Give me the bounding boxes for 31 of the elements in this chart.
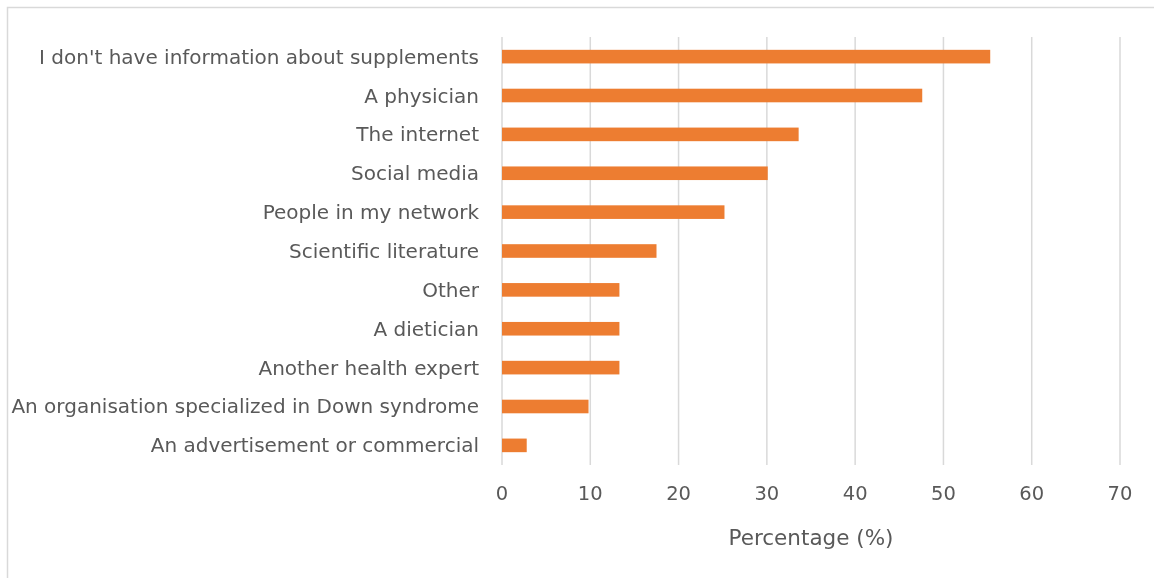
y-tick-label: An organisation specialized in Down syndrome: [11, 394, 479, 419]
x-tick-label: 30: [754, 481, 780, 505]
bar: [502, 205, 725, 219]
bar: [502, 360, 620, 375]
x-axis-title: Percentage (%): [728, 524, 894, 550]
bar: [502, 438, 527, 453]
y-tick-label: Social media: [351, 161, 479, 186]
x-tick-label: 0: [495, 481, 509, 505]
x-tick-label: 40: [842, 481, 868, 505]
y-tick-label: People in my network: [262, 200, 480, 225]
bar: [502, 321, 620, 336]
bar: [502, 49, 991, 64]
x-tick-label: 60: [1019, 481, 1045, 505]
y-tick-label: Other: [422, 277, 480, 302]
bar: [502, 399, 589, 414]
y-tick-label: The internet: [355, 122, 480, 147]
bar: [502, 244, 657, 258]
x-tick-label: 20: [666, 481, 691, 505]
bar: [502, 88, 923, 103]
x-tick-label: 10: [577, 481, 603, 505]
y-tick-label: An advertisement or commercial: [150, 433, 479, 458]
y-tick-label: A physician: [364, 83, 479, 108]
y-tick-label: Scientific literature: [289, 239, 479, 263]
x-tick-label: 50: [931, 481, 956, 505]
bar: [502, 283, 620, 297]
bar: [502, 166, 768, 181]
x-tick-label: 70: [1107, 481, 1133, 505]
y-tick-label: I don't have information about supplements: [39, 44, 479, 69]
y-tick-label: Another health expert: [258, 355, 480, 380]
bar: [502, 127, 799, 142]
y-tick-label: A dietician: [373, 316, 479, 341]
